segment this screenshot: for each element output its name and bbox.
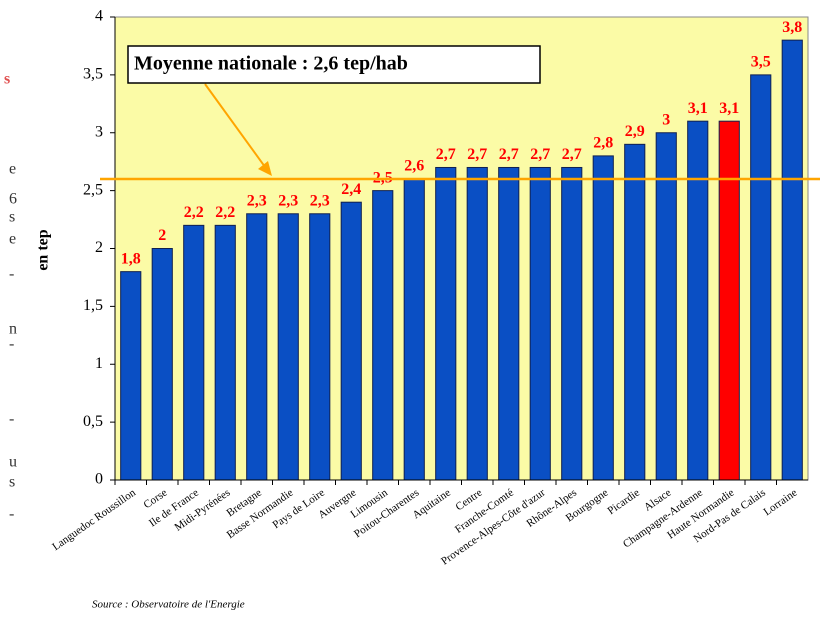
margin-text: - <box>9 506 14 523</box>
value-label: 2,5 <box>373 169 393 186</box>
value-label: 3,5 <box>751 54 771 71</box>
value-label: 2,8 <box>593 135 613 152</box>
bar <box>246 213 268 481</box>
bar <box>435 166 457 481</box>
y-tick-label: 0,5 <box>83 413 103 430</box>
bar <box>309 213 331 481</box>
value-label: 2,4 <box>341 181 361 198</box>
arrow-head <box>258 161 272 177</box>
y-tick-label: 0 <box>95 471 103 488</box>
value-label: 2 <box>158 227 166 244</box>
margin-text: s <box>9 474 15 491</box>
value-label: 1,8 <box>121 250 141 267</box>
value-label: 2,7 <box>530 146 550 163</box>
margin-text: - <box>9 336 14 353</box>
value-label: 2,3 <box>278 192 298 209</box>
value-label: 3,1 <box>688 100 708 117</box>
y-tick-label: 1 <box>95 355 103 372</box>
value-label: 2,2 <box>184 204 204 221</box>
value-label: 2,7 <box>436 146 456 163</box>
bar <box>498 166 520 481</box>
margin-text: s <box>4 71 10 88</box>
value-label: 2,3 <box>247 192 267 209</box>
bar <box>403 178 425 481</box>
bar <box>151 248 173 481</box>
bar <box>277 213 299 481</box>
x-tick-label: Languedoc Roussillon <box>50 486 138 553</box>
x-tick-label: Lorraine <box>762 487 800 519</box>
margin-text: u <box>9 454 17 471</box>
bar <box>592 155 614 481</box>
value-label: 2,2 <box>215 204 235 221</box>
source: Source : Observatoire de l'Energie <box>92 599 245 611</box>
bar <box>340 201 362 481</box>
bar <box>750 74 772 481</box>
bar <box>466 166 488 481</box>
bar <box>624 143 646 481</box>
arrow <box>204 83 269 172</box>
margin-text: - <box>9 266 14 283</box>
value-label: 3 <box>662 111 670 128</box>
value-label: 3,8 <box>782 19 802 36</box>
y-tick-label: 1,5 <box>83 297 103 314</box>
y-tick-label: 2 <box>95 239 103 256</box>
value-label: 2,7 <box>467 146 487 163</box>
margin-text: s <box>9 209 15 226</box>
value-label: 2,7 <box>499 146 519 163</box>
value-label: 2,3 <box>310 192 330 209</box>
bar <box>529 166 551 481</box>
annotation-box <box>127 45 541 84</box>
bar <box>120 271 142 481</box>
y-axis-label: en tep <box>35 229 52 270</box>
y-tick-label: 3 <box>95 123 103 140</box>
bar <box>214 224 236 481</box>
bar <box>687 120 709 481</box>
value-label: 3,1 <box>719 100 739 117</box>
margin-text: e <box>9 161 16 178</box>
bar <box>718 120 740 481</box>
y-tick-label: 2,5 <box>83 181 103 198</box>
margin-text: n <box>9 321 17 338</box>
bar <box>655 132 677 481</box>
annotation: Moyenne nationale : 2,6 tep/hab <box>134 53 408 75</box>
y-tick-label: 3,5 <box>83 66 103 83</box>
bar <box>561 166 583 481</box>
bar <box>781 39 803 481</box>
bar <box>372 190 394 481</box>
margin-text: 6 <box>9 191 17 208</box>
value-label: 2,7 <box>562 146 582 163</box>
x-tick-label: Midi-Pyrénées <box>172 487 232 534</box>
margin-text: e <box>9 231 16 248</box>
value-label: 2,6 <box>404 158 424 175</box>
x-tick-label: Picardie <box>606 487 643 518</box>
y-tick-label: 4 <box>95 8 103 25</box>
bar <box>183 224 205 481</box>
margin-text: - <box>9 411 14 428</box>
value-label: 2,9 <box>625 123 645 140</box>
